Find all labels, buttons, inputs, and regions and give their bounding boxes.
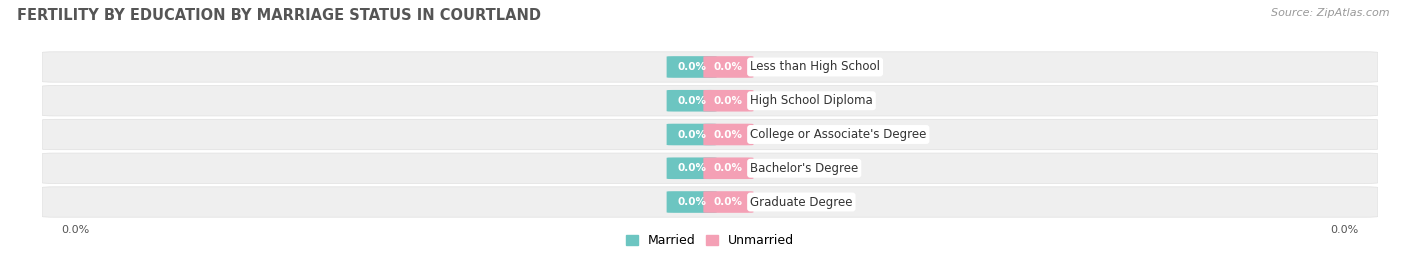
FancyBboxPatch shape [666,90,717,112]
FancyBboxPatch shape [666,124,717,145]
FancyBboxPatch shape [666,191,717,213]
FancyBboxPatch shape [703,56,754,78]
Text: 0.0%: 0.0% [678,197,706,207]
Text: Source: ZipAtlas.com: Source: ZipAtlas.com [1271,8,1389,18]
Text: Less than High School: Less than High School [751,61,880,73]
Text: FERTILITY BY EDUCATION BY MARRIAGE STATUS IN COURTLAND: FERTILITY BY EDUCATION BY MARRIAGE STATU… [17,8,541,23]
Text: College or Associate's Degree: College or Associate's Degree [751,128,927,141]
Text: 0.0%: 0.0% [714,197,742,207]
Text: 0.0%: 0.0% [714,163,742,173]
Text: 0.0%: 0.0% [714,62,742,72]
FancyBboxPatch shape [42,119,1378,150]
FancyBboxPatch shape [42,86,1378,116]
Text: 0.0%: 0.0% [678,62,706,72]
FancyBboxPatch shape [666,56,717,78]
FancyBboxPatch shape [703,191,754,213]
Text: High School Diploma: High School Diploma [751,94,873,107]
Text: 0.0%: 0.0% [678,163,706,173]
FancyBboxPatch shape [703,124,754,145]
FancyBboxPatch shape [42,52,1378,82]
Text: Bachelor's Degree: Bachelor's Degree [751,162,858,175]
FancyBboxPatch shape [42,187,1378,217]
FancyBboxPatch shape [666,157,717,179]
Text: 0.0%: 0.0% [678,129,706,140]
Legend: Married, Unmarried: Married, Unmarried [620,229,800,252]
Text: 0.0%: 0.0% [714,96,742,106]
Text: Graduate Degree: Graduate Degree [751,196,852,208]
FancyBboxPatch shape [703,157,754,179]
Text: 0.0%: 0.0% [678,96,706,106]
FancyBboxPatch shape [42,153,1378,183]
Text: 0.0%: 0.0% [714,129,742,140]
FancyBboxPatch shape [703,90,754,112]
